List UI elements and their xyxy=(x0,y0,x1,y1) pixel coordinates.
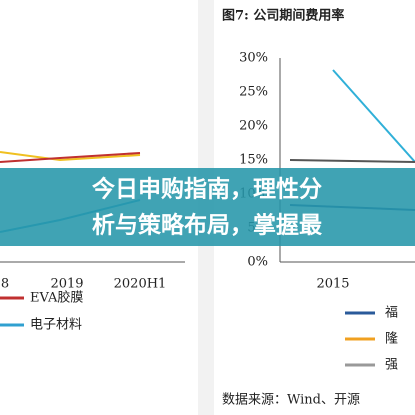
legend-label: 隆 xyxy=(385,332,398,347)
y-label: 15% xyxy=(239,153,268,168)
x-label: 8 xyxy=(1,277,9,292)
line xyxy=(289,159,415,163)
banner xyxy=(0,168,415,246)
legend-label: 福 xyxy=(385,306,398,321)
x-label: 2019 xyxy=(50,277,83,292)
banner-text: 今日申购指南，理性分 xyxy=(92,176,322,203)
chart-title: 图7: 公司期间费用率 xyxy=(222,8,344,24)
x-label: 2020H1 xyxy=(114,277,167,292)
y-label: 20% xyxy=(239,119,268,134)
x-label: 2015 xyxy=(316,277,349,292)
line xyxy=(0,151,141,162)
banner-text: 析与策略布局，掌握最 xyxy=(92,212,323,239)
y-label: 0% xyxy=(247,255,268,270)
line xyxy=(0,152,141,163)
legend-label: 强 xyxy=(385,358,398,373)
y-label: 30% xyxy=(239,51,268,66)
legend-label: EVA胶膜 xyxy=(30,290,83,306)
legend-label: 电子材料 xyxy=(30,318,82,333)
source: 数据来源：Wind、开源 xyxy=(222,393,360,408)
y-label: 25% xyxy=(239,85,268,100)
line xyxy=(332,69,415,163)
